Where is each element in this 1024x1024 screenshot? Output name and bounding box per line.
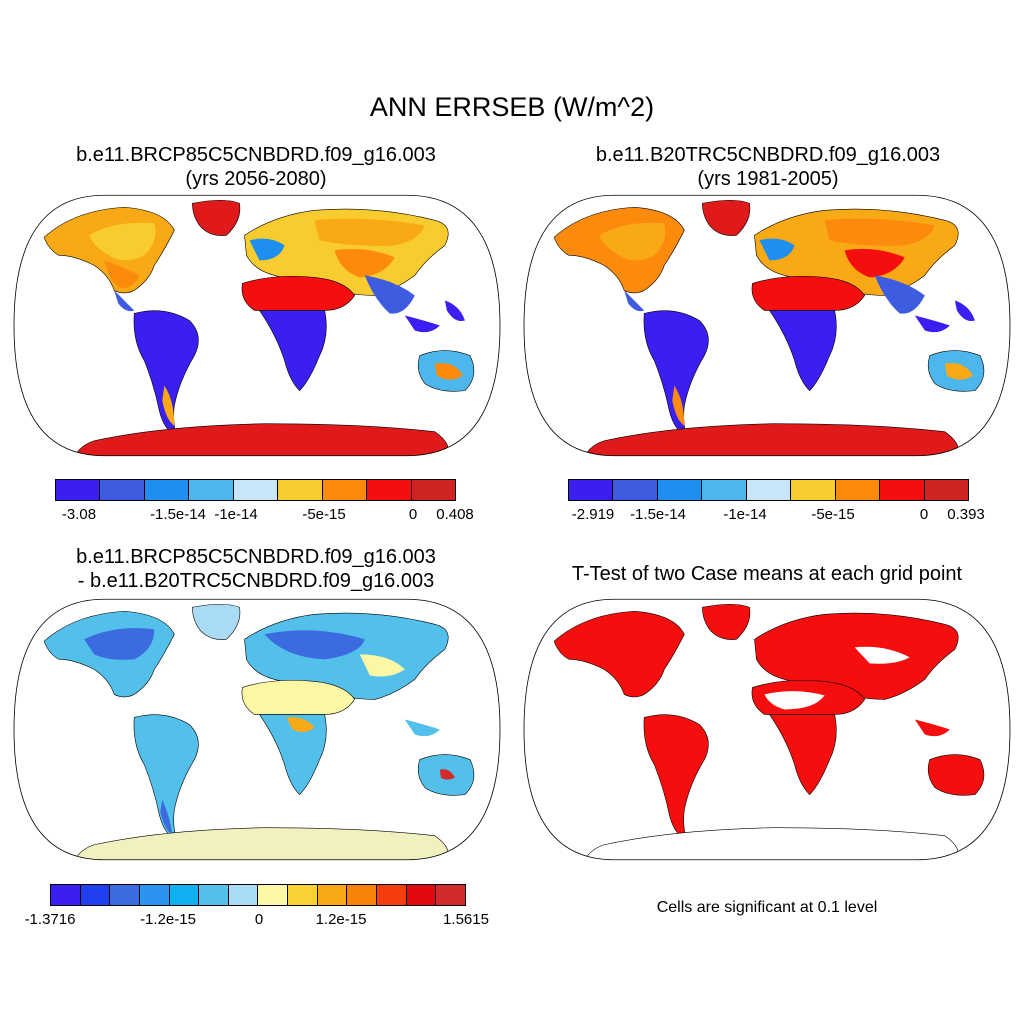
panel2-title: b.e11.B20TRC5CNBDRD.f09_g16.003 (yrs 198… [527, 143, 1009, 191]
colorbar-swatch [110, 885, 140, 905]
panel3-title: b.e11.BRCP85C5CNBDRD.f09_g16.003 - b.e11… [15, 545, 497, 593]
colorbar-swatch [288, 885, 318, 905]
map-panel4 [523, 598, 1011, 861]
antarctica [73, 423, 449, 456]
colorbar-swatch [80, 885, 111, 905]
panel1-title-line2: (yrs 2056-2080) [185, 168, 327, 190]
colorbar-tick-label: -5e-15 [811, 506, 855, 523]
colorbar-tick-label: -5e-15 [302, 506, 346, 523]
south-america [133, 310, 199, 437]
panel3-title-line1: b.e11.BRCP85C5CNBDRD.f09_g16.003 [76, 546, 436, 568]
colorbar-panel2 [568, 479, 969, 501]
map-panel3 [13, 598, 501, 861]
colorbar-tick-label: -2.919 [571, 506, 615, 523]
panel1-title: b.e11.BRCP85C5CNBDRD.f09_g16.003 (yrs 20… [15, 143, 497, 191]
colorbar-tick-label: -1e-14 [723, 506, 767, 523]
colorbar-tick-label: 1.2e-15 [315, 911, 367, 928]
panel1-title-line1: b.e11.BRCP85C5CNBDRD.f09_g16.003 [76, 144, 436, 166]
colorbar-swatch [411, 480, 455, 500]
colorbar-swatch [569, 480, 614, 500]
colorbar-swatch [169, 885, 200, 905]
colorbar-tick-label: 0 [408, 506, 418, 523]
colorbar-swatch [56, 480, 101, 500]
colorbar-swatch [746, 480, 792, 500]
panel2-title-line1: b.e11.B20TRC5CNBDRD.f09_g16.003 [595, 144, 941, 166]
panel2-title-line2: (yrs 1981-2005) [697, 168, 839, 190]
colorbar-swatch [835, 480, 881, 500]
colorbar-swatch [367, 480, 412, 500]
colorbar-swatch [347, 885, 378, 905]
colorbar-swatch [322, 480, 368, 500]
colorbar-tick-label: 0 [919, 506, 929, 523]
panel4-title: T-Test of two Case means at each grid po… [520, 562, 1014, 586]
colorbar-swatch [233, 480, 279, 500]
colorbar-swatch [189, 480, 234, 500]
panel3-title-line2: - b.e11.B20TRC5CNBDRD.f09_g16.003 [77, 570, 435, 592]
colorbar-tick-label: 1.5615 [443, 911, 489, 928]
map-panel2 [523, 194, 1011, 457]
colorbar-swatch [880, 480, 925, 500]
colorbar-tick-label: -1.5e-14 [150, 506, 206, 523]
greenland [192, 199, 241, 236]
colorbar-swatch [51, 885, 81, 905]
map-panel1 [13, 194, 501, 457]
colorbar-tick-label: -1e-14 [214, 506, 258, 523]
colorbar-swatch [100, 480, 145, 500]
colorbar-swatch [406, 885, 437, 905]
colorbar-swatch [278, 480, 323, 500]
africa-south [258, 310, 327, 392]
panel4-title-line1: T-Test of two Case means at each grid po… [571, 563, 963, 585]
colorbar-tick-label: -3.08 [61, 506, 97, 523]
colorbar-swatch [228, 885, 259, 905]
africa-north [241, 275, 356, 311]
colorbar-swatch [791, 480, 836, 500]
colorbar-tick-label: 0.393 [947, 506, 985, 523]
colorbar-tick-label: -1.3716 [24, 911, 76, 928]
colorbar-swatch [139, 885, 170, 905]
colorbar-swatch [199, 885, 229, 905]
colorbar-swatch [436, 885, 465, 905]
figure-title: ANN ERRSEB (W/m^2) [369, 92, 655, 122]
colorbar-tick-label: 0 [254, 911, 264, 928]
colorbar-panel3 [50, 884, 466, 906]
significance-note: Cells are significant at 0.1 level [656, 899, 878, 916]
colorbar-swatch [317, 885, 348, 905]
colorbar-tick-label: 0.408 [436, 506, 474, 523]
colorbar-tick-label: -1.5e-14 [630, 506, 686, 523]
colorbar-swatch [702, 480, 747, 500]
colorbar-tick-label: -1.2e-15 [140, 911, 196, 928]
colorbar-swatch [924, 480, 968, 500]
colorbar-swatch [377, 885, 407, 905]
colorbar-panel1 [55, 479, 456, 501]
colorbar-swatch [657, 480, 703, 500]
colorbar-swatch [613, 480, 658, 500]
colorbar-swatch [258, 885, 289, 905]
colorbar-swatch [144, 480, 190, 500]
